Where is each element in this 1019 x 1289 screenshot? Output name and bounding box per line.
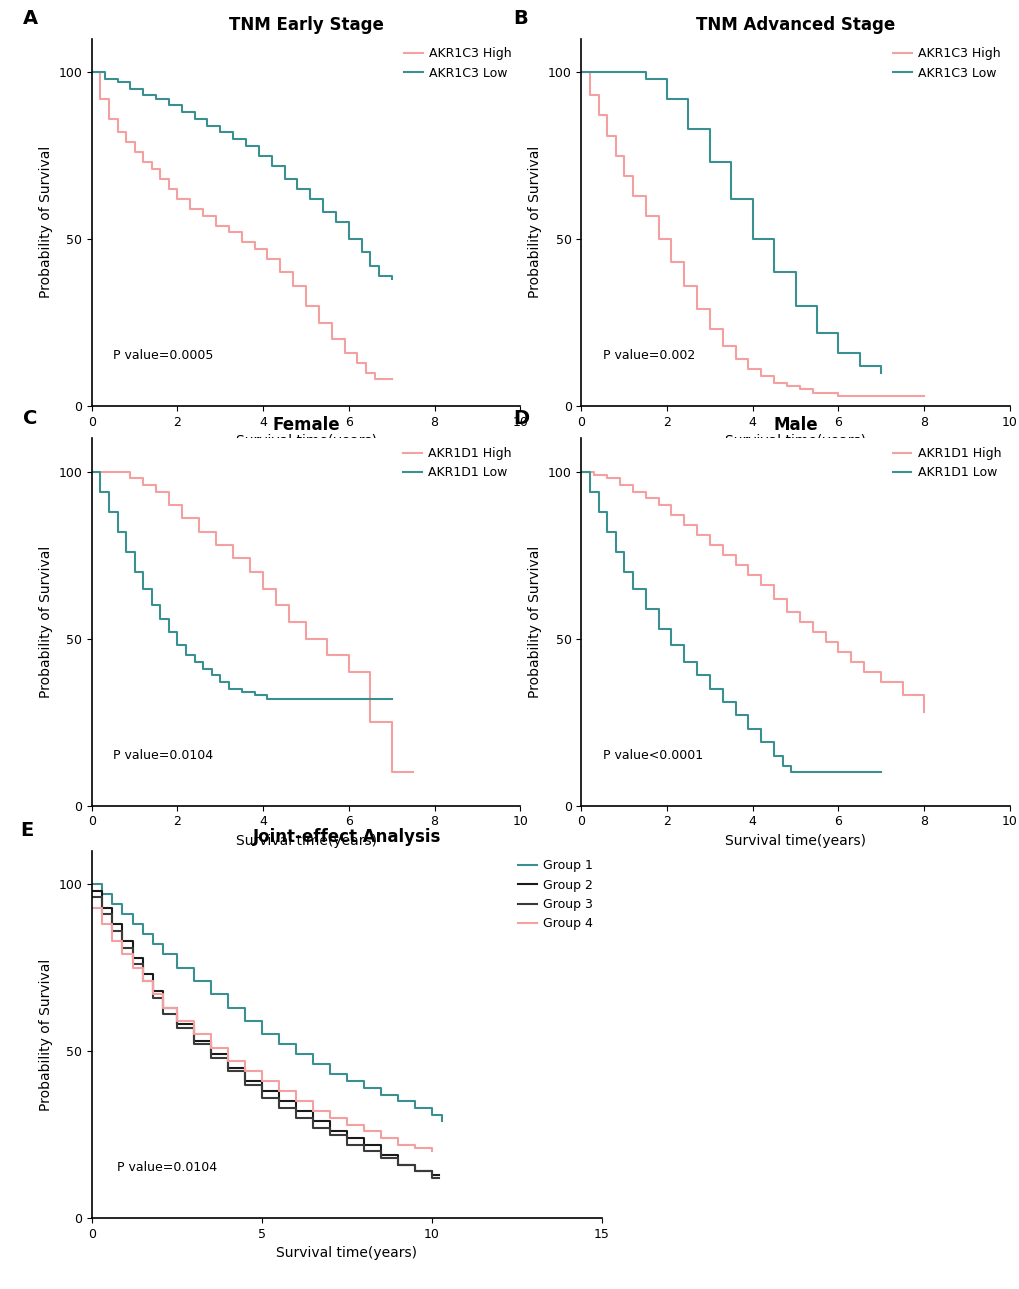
Text: B: B [513,9,527,28]
Title: Female: Female [272,416,339,434]
Legend: Group 1, Group 2, Group 3, Group 4: Group 1, Group 2, Group 3, Group 4 [513,855,597,936]
Text: A: A [23,9,39,28]
Text: P value=0.0104: P value=0.0104 [113,749,213,762]
X-axis label: Survival time(years): Survival time(years) [725,434,865,449]
X-axis label: Survival time(years): Survival time(years) [725,834,865,848]
Legend: AKR1C3 High, AKR1C3 Low: AKR1C3 High, AKR1C3 Low [398,43,516,85]
X-axis label: Survival time(years): Survival time(years) [235,434,376,449]
Title: Male: Male [772,416,817,434]
Text: P value<0.0001: P value<0.0001 [602,749,702,762]
X-axis label: Survival time(years): Survival time(years) [235,834,376,848]
Text: P value=0.0104: P value=0.0104 [117,1161,217,1174]
X-axis label: Survival time(years): Survival time(years) [276,1246,417,1261]
Text: P value=0.002: P value=0.002 [602,349,694,362]
Y-axis label: Probability of Survival: Probability of Survival [39,545,53,699]
Y-axis label: Probability of Survival: Probability of Survival [39,958,53,1111]
Legend: AKR1D1 High, AKR1D1 Low: AKR1D1 High, AKR1D1 Low [887,442,1005,485]
Text: E: E [20,821,34,840]
Y-axis label: Probability of Survival: Probability of Survival [39,146,53,299]
Text: C: C [23,409,38,428]
Title: TNM Advanced Stage: TNM Advanced Stage [695,17,895,35]
Y-axis label: Probability of Survival: Probability of Survival [528,146,542,299]
Y-axis label: Probability of Survival: Probability of Survival [528,545,542,699]
Text: D: D [513,409,529,428]
Title: Joint-effect Analysis: Joint-effect Analysis [253,829,440,847]
Text: P value=0.0005: P value=0.0005 [113,349,213,362]
Title: TNM Early Stage: TNM Early Stage [228,17,383,35]
Legend: AKR1C3 High, AKR1C3 Low: AKR1C3 High, AKR1C3 Low [888,43,1005,85]
Legend: AKR1D1 High, AKR1D1 Low: AKR1D1 High, AKR1D1 Low [397,442,516,485]
